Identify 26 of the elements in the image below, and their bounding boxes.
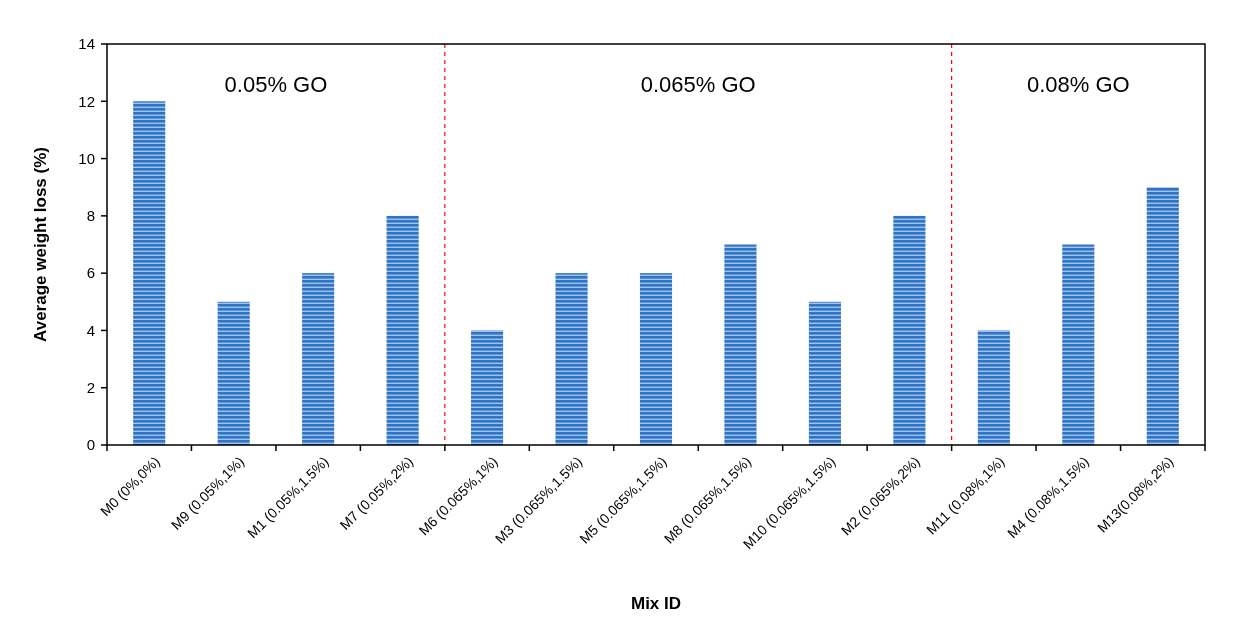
- bar: [133, 101, 166, 445]
- bar: [471, 330, 504, 445]
- y-tick-label: 14: [78, 35, 95, 53]
- annotation: 0.08% GO: [1026, 72, 1130, 97]
- bar: [977, 330, 1010, 445]
- bar: [555, 273, 588, 445]
- y-tick-label: 12: [78, 92, 95, 110]
- y-tick-label: 6: [86, 264, 95, 282]
- y-tick-label: 8: [86, 207, 95, 225]
- annotation: 0.065% GO: [640, 72, 756, 97]
- y-axis-title: Average weight loss (%): [31, 147, 50, 342]
- bar: [1062, 244, 1095, 445]
- x-axis-title: Mix ID: [630, 594, 682, 613]
- bar: [808, 301, 841, 445]
- bar: [1146, 187, 1179, 445]
- bar: [217, 301, 250, 445]
- y-tick-label: 4: [86, 321, 95, 339]
- y-tick-label: 2: [86, 378, 95, 396]
- bar: [302, 273, 335, 445]
- bar: [639, 273, 673, 445]
- annotation: 0.05% GO: [224, 72, 328, 97]
- y-tick-label: 10: [78, 149, 95, 167]
- bar: [724, 244, 757, 445]
- bar: [386, 215, 419, 445]
- y-tick-label: 0: [86, 436, 95, 454]
- bar: [893, 215, 926, 445]
